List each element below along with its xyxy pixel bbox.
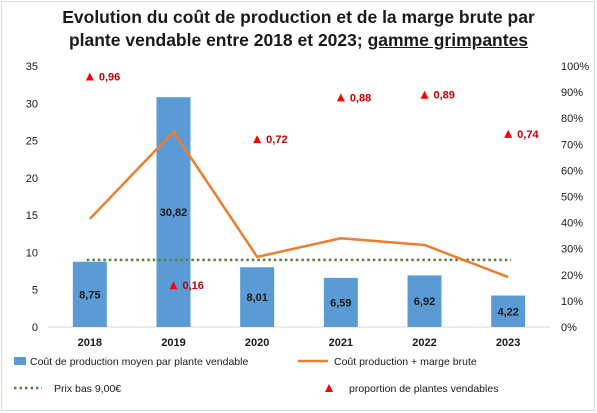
- proportion-data-label: 0,96: [99, 71, 120, 83]
- y-right-tick-label: 0%: [561, 322, 577, 334]
- bar-data-label: 30,82: [160, 207, 188, 219]
- x-tick-label: 2019: [161, 337, 185, 349]
- bar-data-label: 6,92: [414, 296, 435, 308]
- x-tick-label: 2023: [496, 337, 520, 349]
- proportion-data-label: 0,16: [183, 280, 204, 292]
- chart-title: Evolution du coût de production et de la…: [0, 6, 597, 52]
- bar: [491, 295, 526, 327]
- legend-label-bars: Coût de production moyen par plante vend…: [30, 356, 248, 368]
- legend-swatch-marker: [325, 384, 333, 392]
- y-right-tick-label: 20%: [561, 270, 583, 282]
- chart-title-line2-prefix: plante vendable entre 2018 et 2023;: [68, 30, 368, 50]
- y-right-tick-label: 70%: [561, 139, 583, 151]
- y-right-tick-label: 50%: [561, 192, 583, 204]
- bar-data-label: 8,75: [79, 289, 100, 301]
- proportion-data-label: 0,88: [350, 92, 371, 104]
- legend-label-line: Coût production + marge brute: [334, 356, 477, 368]
- x-tick-label: 2022: [412, 337, 436, 349]
- x-tick-label: 2021: [329, 337, 353, 349]
- y-right-tick-label: 40%: [561, 218, 583, 230]
- proportion-data-label: 0,72: [266, 134, 287, 146]
- y-right-tick-label: 30%: [561, 244, 583, 256]
- y-left-tick-label: 5: [32, 285, 38, 297]
- y-left-tick-label: 20: [26, 173, 38, 185]
- proportion-marker: [420, 90, 429, 99]
- legend-label-dotted: Prix bas 9,00€: [54, 383, 121, 395]
- y-right-tick-label: 80%: [561, 113, 583, 125]
- bar-data-label: 4,22: [497, 306, 518, 318]
- proportion-marker: [336, 93, 345, 102]
- chart-title-line2: plante vendable entre 2018 et 2023; gamm…: [0, 29, 597, 52]
- bar: [72, 261, 107, 327]
- y-left-tick-label: 30: [26, 98, 38, 110]
- chart-title-underlined: gamme grimpantes: [367, 30, 529, 50]
- y-right-tick-label: 100%: [561, 61, 589, 73]
- legend-swatch-bars: [14, 357, 26, 365]
- x-tick-label: 2018: [78, 337, 102, 349]
- y-left-tick-label: 15: [26, 210, 38, 222]
- bar-data-label: 6,59: [330, 297, 351, 309]
- proportion-marker: [169, 281, 178, 290]
- y-left-tick-label: 35: [26, 61, 38, 73]
- y-left-tick-label: 25: [26, 136, 38, 148]
- y-left-tick-label: 10: [26, 247, 38, 259]
- bar: [323, 277, 358, 327]
- bar-data-label: 8,01: [246, 292, 267, 304]
- proportion-marker: [85, 72, 94, 81]
- bar: [240, 267, 275, 327]
- proportion-data-label: 0,74: [517, 129, 539, 141]
- proportion-data-label: 0,89: [434, 90, 455, 102]
- x-tick-label: 2020: [245, 337, 269, 349]
- proportion-marker: [253, 135, 262, 144]
- y-right-tick-label: 10%: [561, 296, 583, 308]
- proportion-marker: [504, 129, 513, 138]
- cost-margin-line: [88, 130, 509, 279]
- bar: [407, 275, 442, 327]
- y-right-tick-label: 60%: [561, 165, 583, 177]
- legend-label-marker: proportion de plantes vendables: [349, 383, 498, 395]
- y-right-tick-label: 90%: [561, 87, 583, 99]
- chart-title-line1: Evolution du coût de production et de la…: [62, 7, 535, 27]
- y-left-tick-label: 0: [32, 322, 38, 334]
